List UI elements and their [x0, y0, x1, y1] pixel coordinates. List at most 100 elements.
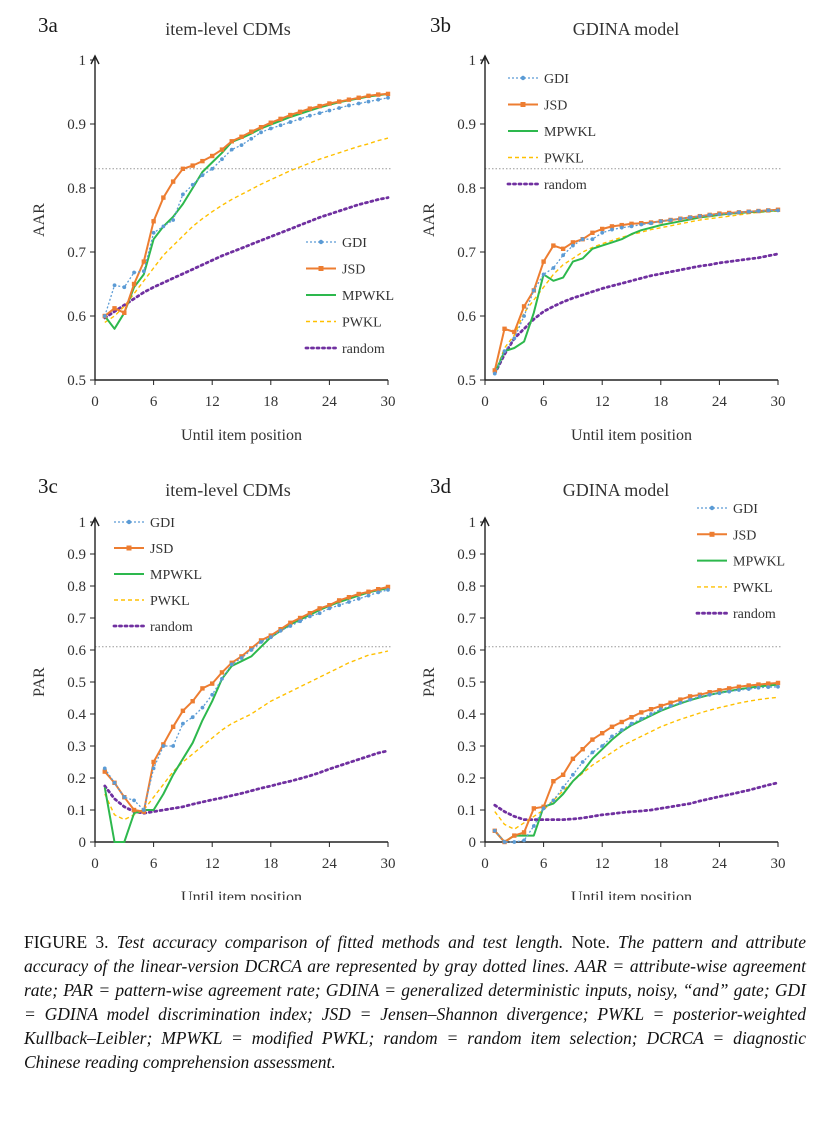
data-point [492, 828, 497, 833]
data-point [336, 598, 342, 603]
y-tick-label: 0.8 [457, 579, 476, 595]
data-point [278, 116, 283, 122]
data-point [610, 227, 614, 232]
figure-caption: FIGURE 3. Test accuracy comparison of fi… [24, 930, 806, 1074]
series-line [494, 210, 779, 374]
x-tick-label: 12 [595, 394, 610, 410]
legend-item-gdi: GDI [508, 72, 569, 87]
y-tick-label: 0.7 [67, 245, 86, 261]
data-point [629, 715, 634, 720]
series-gdi [102, 95, 390, 318]
x-axis-label: Until item position [181, 889, 302, 900]
legend-label: PWKL [733, 581, 773, 596]
data-point [580, 237, 585, 242]
data-point [131, 807, 137, 813]
y-tick-label: 0.9 [67, 547, 86, 563]
legend: GDI JSD MPWKL PWKL random [304, 236, 394, 357]
y-tick-label: 0.2 [67, 771, 86, 787]
series-line [494, 682, 779, 843]
data-point [502, 326, 507, 331]
data-point [346, 97, 352, 102]
caption-note-text: The pattern and attribute accuracy of th… [24, 932, 806, 1072]
data-point [249, 648, 254, 652]
legend-label: MPWKL [342, 289, 394, 304]
series-line [104, 589, 389, 811]
data-point [239, 134, 244, 139]
y-tick-label: 0.3 [67, 739, 86, 755]
y-axis-label: PAR [31, 667, 48, 697]
series-line [104, 137, 389, 323]
panel-title: item-level CDMs [165, 480, 290, 500]
data-point [619, 225, 624, 230]
data-point [376, 587, 381, 592]
y-tick-label: 0.6 [457, 643, 476, 659]
panel-label: 3a [38, 13, 59, 37]
chart-3b: 3b GDINA model 0.5 0.6 0.7 0.8 0.9 1 0 6 12 18 24 30 U… [421, 13, 786, 444]
data-point [210, 166, 215, 171]
data-point [697, 214, 702, 219]
x-tick-label: 6 [150, 394, 158, 410]
data-point [317, 111, 322, 116]
data-point [776, 684, 780, 689]
data-point [268, 120, 273, 125]
data-point [327, 606, 332, 611]
series-random [493, 252, 780, 376]
caption-note-label: Note. [563, 932, 619, 952]
data-point [658, 707, 663, 712]
legend-label: GDI [544, 72, 569, 87]
y-tick-label: 0.5 [67, 675, 86, 691]
data-point [580, 747, 585, 752]
y-tick-label: 1 [79, 53, 87, 69]
legend-marker [520, 102, 526, 107]
data-point [122, 310, 127, 315]
data-point [727, 689, 732, 694]
data-point [200, 158, 205, 164]
data-point [200, 705, 205, 710]
data-point [337, 603, 342, 608]
data-point [141, 269, 146, 274]
x-tick-label: 0 [481, 394, 489, 410]
y-tick-label: 0.4 [457, 707, 476, 723]
data-point [648, 707, 654, 712]
data-point [756, 682, 761, 687]
data-point [385, 91, 391, 97]
data-point [258, 125, 264, 130]
data-point [600, 230, 605, 235]
data-point [707, 692, 712, 697]
data-point [717, 212, 722, 217]
data-point [161, 224, 166, 229]
chart-3a: 3a item-level CDMs 0.5 0.6 0.7 0.8 0.9 1 0 6 12 18 2… [31, 13, 396, 444]
data-point [600, 731, 605, 736]
x-tick-label: 24 [322, 394, 338, 410]
data-point [337, 106, 342, 110]
legend-item-random: random [506, 178, 587, 193]
data-point [278, 628, 283, 633]
series-line [104, 97, 389, 317]
legend-item-gdi: GDI [114, 516, 175, 531]
data-point [366, 99, 371, 104]
data-point [521, 304, 527, 309]
data-point [756, 685, 761, 690]
data-point [531, 824, 536, 828]
y-tick-label: 0.6 [67, 309, 86, 325]
series-gdi [492, 684, 780, 844]
x-tick-label: 6 [150, 856, 158, 872]
data-point [347, 600, 351, 604]
data-point [775, 680, 781, 686]
data-point [317, 606, 322, 611]
data-point [112, 780, 117, 785]
data-point [766, 685, 771, 690]
y-tick-label: 0.7 [457, 245, 476, 261]
y-tick-label: 0.1 [457, 803, 476, 819]
legend-label: GDI [342, 236, 367, 251]
data-point [288, 620, 293, 625]
data-point [551, 266, 556, 270]
data-point [678, 700, 683, 705]
data-point [746, 687, 751, 691]
legend-item-jsd: JSD [306, 263, 365, 278]
series-line [103, 196, 390, 320]
data-point [112, 283, 117, 288]
y-tick-label: 0.5 [67, 373, 86, 389]
data-point [541, 259, 546, 264]
data-point [190, 163, 195, 168]
